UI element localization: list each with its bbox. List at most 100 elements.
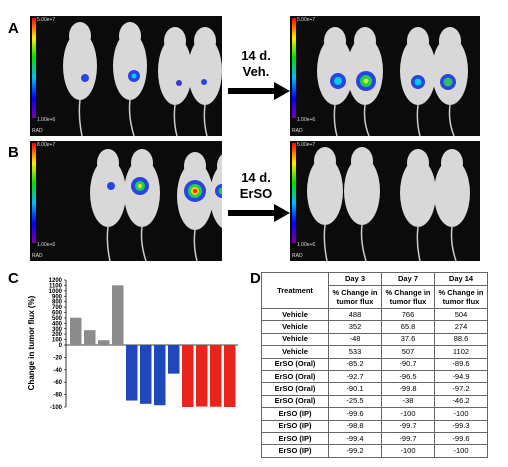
table-row: ErSO (Oral) -85.2 -90.7 -89.6: [261, 357, 488, 371]
panel-label-c: C: [8, 270, 19, 287]
treatment-cell: Vehicle: [261, 320, 329, 334]
day3-cell: -99.4: [328, 431, 382, 446]
day14-cell: -100: [434, 407, 488, 421]
scale-min-label: 1.00e+6: [297, 242, 316, 248]
day7-cell: -38: [381, 394, 435, 409]
treatment-cell: ErSO (Oral): [261, 369, 329, 384]
day14-cell: 504: [434, 307, 488, 322]
y-tick-label: 1100: [49, 283, 63, 289]
day14-cell: -89.6: [434, 357, 488, 371]
image-b-before: 8.00e+7 1.00e+6 RAD: [30, 141, 222, 261]
day7-subheader: % Change in tumor flux: [381, 285, 435, 309]
scale-max-label: 5.00e+7: [297, 17, 316, 23]
day3-subheader: % Change in tumor flux: [328, 285, 382, 309]
image-a-before: 5.00e+7 1.00e+6 RAD: [30, 16, 222, 136]
day14-cell: -99.3: [434, 419, 488, 433]
treatment-header: Treatment: [261, 272, 329, 309]
day3-cell: -85.2: [328, 357, 382, 371]
day3-cell: -25.5: [328, 394, 382, 409]
y-tick-label: 900: [52, 294, 63, 300]
treatment-cell: Vehicle: [261, 332, 329, 347]
y-tick-label: -100: [50, 405, 63, 411]
waterfall-chart: 1200110010009008007006005004003002001000…: [27, 278, 238, 411]
y-tick-label: 100: [52, 338, 63, 344]
day7-cell: -100: [381, 444, 435, 458]
y-tick-label: 1000: [49, 289, 63, 295]
arrow-a-label: 14 d. Veh.: [216, 48, 296, 80]
day3-cell: 352: [328, 320, 382, 334]
scale-min-label: 1.00e+6: [37, 242, 56, 248]
panel-label-b: B: [8, 144, 19, 161]
scale-min-label: 1.00e+6: [37, 117, 56, 123]
day7-cell: -90.7: [381, 357, 435, 371]
day7-cell: 507: [381, 345, 435, 359]
units-label: RAD: [292, 128, 303, 134]
table-row: ErSO (Oral) -90.1 -99.8 -97.2: [261, 382, 488, 396]
panel-label-d: D: [250, 270, 261, 287]
color-scale-bar: [292, 18, 296, 118]
day7-cell: -96.5: [381, 369, 435, 384]
color-scale-bar: [292, 143, 296, 243]
arrow-b-treatment: ErSO: [239, 186, 273, 201]
mice-illustration: [317, 27, 468, 136]
bar: [126, 345, 138, 401]
day7-cell: -99.8: [381, 382, 435, 396]
day14-cell: -99.6: [434, 431, 488, 446]
day14-cell: -94.9: [434, 369, 488, 384]
bar: [98, 340, 110, 345]
mice-illustration: [63, 22, 222, 136]
table-row: Vehicle 533 507 1102: [261, 345, 488, 359]
day7-cell: 37.6: [381, 332, 435, 347]
day7-cell: 766: [381, 307, 435, 322]
y-tick-label: 400: [52, 321, 63, 327]
day3-cell: 533: [328, 345, 382, 359]
day3-cell: -99.2: [328, 444, 382, 458]
bar: [140, 345, 152, 404]
treatment-cell: ErSO (IP): [261, 407, 329, 421]
y-tick-label: 500: [52, 316, 63, 322]
bar: [70, 317, 82, 345]
y-tick-label: -40: [53, 368, 62, 374]
treatment-cell: ErSO (Oral): [261, 357, 329, 371]
treatment-cell: ErSO (IP): [261, 444, 329, 458]
table-row: ErSO (Oral) -25.5 -38 -46.2: [261, 394, 488, 409]
table-row: ErSO (Oral) -92.7 -96.5 -94.9: [261, 369, 488, 384]
color-scale-bar: [32, 143, 36, 243]
y-tick-label: 0: [59, 343, 63, 349]
scale-max-label: 5.00e+7: [297, 142, 316, 148]
arrow-a-duration: 14 d.: [241, 48, 271, 63]
arrow-b-label: 14 d. ErSO: [216, 170, 296, 202]
y-tick-label: 1200: [49, 278, 63, 284]
arrow-right-icon: [228, 82, 290, 100]
day7-cell: -100: [381, 407, 435, 421]
units-label: RAD: [32, 128, 43, 134]
bar: [196, 345, 208, 407]
image-b-after: 5.00e+7 1.00e+6 RAD: [290, 141, 480, 261]
table-row: Vehicle 352 65.8 274: [261, 320, 488, 334]
day3-cell: -99.6: [328, 407, 382, 421]
bar: [182, 345, 194, 407]
day7-cell: -99.7: [381, 431, 435, 446]
scale-max-label: 5.00e+7: [37, 17, 56, 23]
scale-max-label: 8.00e+7: [37, 142, 56, 148]
y-tick-label: -20: [53, 355, 62, 361]
scale-min-label: 1.00e+6: [297, 117, 316, 123]
table-row: Vehicle 488 766 504: [261, 307, 488, 322]
table-row: Vehicle -48 37.6 88.6: [261, 332, 488, 347]
treatment-cell: ErSO (IP): [261, 419, 329, 433]
day7-cell: -99.7: [381, 419, 435, 433]
day3-cell: -90.1: [328, 382, 382, 396]
day3-cell: -48: [328, 332, 382, 347]
treatment-cell: ErSO (Oral): [261, 382, 329, 396]
y-tick-label: 700: [52, 305, 63, 311]
image-a-after: 5.00e+7 1.00e+6 RAD: [290, 16, 480, 136]
units-label: RAD: [32, 253, 43, 259]
y-axis-label: Change in tumor flux (%): [27, 295, 36, 390]
bar: [210, 345, 222, 407]
day14-subheader: % Change in tumor flux: [434, 285, 488, 309]
treatment-cell: Vehicle: [261, 345, 329, 359]
tumor-flux-table: Treatment Day 3 Day 7 Day 14 % Change in…: [261, 272, 488, 458]
day14-cell: 88.6: [434, 332, 488, 347]
table-row: ErSO (IP) -99.4 -99.7 -99.6: [261, 431, 488, 446]
arrow-a-treatment: Veh.: [242, 64, 270, 79]
